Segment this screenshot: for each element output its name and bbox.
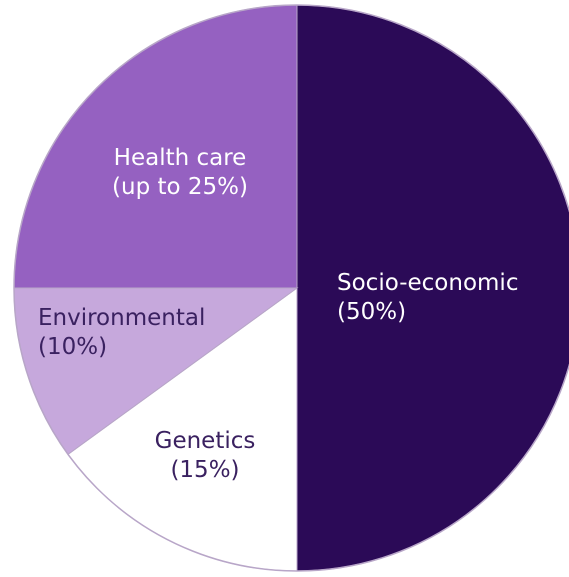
- slice-label-value-environmental: (10%): [38, 334, 107, 360]
- slice-label-genetics: Genetics (15%): [155, 428, 256, 483]
- labels-layer: Socio-economic (50%) Genetics (15%) Environm…: [38, 145, 518, 483]
- slices-layer: [13, 4, 569, 572]
- slice-label-value-genetics: (15%): [170, 457, 239, 483]
- slice-label-name-genetics: Genetics: [155, 428, 256, 454]
- pie-outline: [13, 4, 569, 572]
- slice-label-name-environmental: Environmental: [38, 305, 205, 331]
- slice-label-value-health-care: (up to 25%): [112, 174, 248, 200]
- slice-label-socio-economic: Socio-economic (50%): [337, 270, 518, 325]
- slice-label-value-socio-economic: (50%): [337, 299, 406, 325]
- slice-label-name-health-care: Health care: [114, 145, 247, 171]
- slice-label-environmental: Environmental (10%): [38, 305, 205, 360]
- slice-label-health-care: Health care (up to 25%): [112, 145, 248, 200]
- slice-label-name-socio-economic: Socio-economic: [337, 270, 518, 296]
